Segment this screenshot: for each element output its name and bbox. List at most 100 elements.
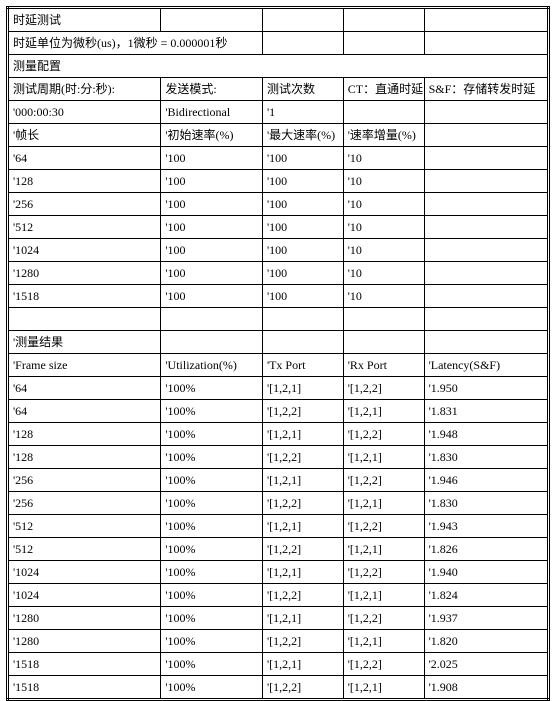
- row-blank: [8, 308, 549, 331]
- result-h-tx: 'Tx Port: [262, 354, 343, 377]
- period-label: 测试周期(时:分:秒):: [8, 78, 161, 101]
- result-rx: '[1,2,2]: [343, 469, 424, 492]
- row-result-5: '256'100%'[1,2,2]'[1,2,1]'1.830: [8, 492, 549, 515]
- result-lat: '2.025: [424, 653, 548, 676]
- result-tx: '[1,2,1]: [262, 561, 343, 584]
- result-rx: '[1,2,2]: [343, 607, 424, 630]
- result-lat: '1.826: [424, 538, 548, 561]
- rate-max: '100: [262, 239, 343, 262]
- result-rx: '[1,2,1]: [343, 400, 424, 423]
- empty-cell: [424, 193, 548, 216]
- rate-max: '100: [262, 285, 343, 308]
- result-h-frame: 'Frame size: [8, 354, 161, 377]
- empty-cell: [424, 331, 548, 354]
- result-rx: '[1,2,1]: [343, 630, 424, 653]
- result-util: '100%: [161, 377, 263, 400]
- rate-h-max: '最大速率(%): [262, 124, 343, 147]
- result-h-util: 'Utilization(%): [161, 354, 263, 377]
- result-util: '100%: [161, 446, 263, 469]
- rate-framelen: '64: [8, 147, 161, 170]
- result-h-rx: 'Rx Port: [343, 354, 424, 377]
- result-frame: '128: [8, 423, 161, 446]
- result-util: '100%: [161, 584, 263, 607]
- rate-max: '100: [262, 262, 343, 285]
- result-tx: '[1,2,1]: [262, 377, 343, 400]
- result-h-lat: 'Latency(S&F): [424, 354, 548, 377]
- latency-table: 时延测试时延单位为微秒(us)，1微秒 = 0.000001秒测量配置测试周期(…: [6, 6, 550, 701]
- result-util: '100%: [161, 469, 263, 492]
- trials-value: '1: [262, 101, 343, 124]
- result-tx: '[1,2,1]: [262, 423, 343, 446]
- row-result-header: 'Frame size'Utilization(%)'Tx Port'Rx Po…: [8, 354, 549, 377]
- result-util: '100%: [161, 653, 263, 676]
- sf-label: S&F：存储转发时延: [424, 78, 548, 101]
- result-rx: '[1,2,2]: [343, 561, 424, 584]
- row-rate-5: '1280'100'100'10: [8, 262, 549, 285]
- rate-framelen: '256: [8, 193, 161, 216]
- result-util: '100%: [161, 561, 263, 584]
- result-frame: '512: [8, 515, 161, 538]
- empty-cell: [161, 308, 263, 331]
- result-lat: '1.824: [424, 584, 548, 607]
- rate-step: '10: [343, 285, 424, 308]
- row-rate-0: '64'100'100'10: [8, 147, 549, 170]
- result-frame: '64: [8, 377, 161, 400]
- result-frame: '1518: [8, 676, 161, 700]
- result-frame: '512: [8, 538, 161, 561]
- result-util: '100%: [161, 423, 263, 446]
- result-frame: '256: [8, 492, 161, 515]
- result-frame: '1024: [8, 584, 161, 607]
- result-tx: '[1,2,2]: [262, 492, 343, 515]
- row-rate-1: '128'100'100'10: [8, 170, 549, 193]
- send-mode-value: 'Bidirectional: [161, 101, 263, 124]
- result-section-label: '测量结果: [8, 331, 161, 354]
- empty-cell: [424, 308, 548, 331]
- result-rx: '[1,2,1]: [343, 492, 424, 515]
- rate-max: '100: [262, 216, 343, 239]
- rate-h-step: '速率增量(%): [343, 124, 424, 147]
- rate-init: '100: [161, 170, 263, 193]
- result-frame: '256: [8, 469, 161, 492]
- ct-label: CT：直通时延: [343, 78, 424, 101]
- config-section-label: 测量配置: [8, 55, 549, 78]
- result-frame: '1280: [8, 630, 161, 653]
- result-lat: '1.946: [424, 469, 548, 492]
- empty-cell: [424, 32, 548, 55]
- result-lat: '1.950: [424, 377, 548, 400]
- result-lat: '1.948: [424, 423, 548, 446]
- empty-cell: [424, 285, 548, 308]
- result-util: '100%: [161, 492, 263, 515]
- row-rate-4: '1024'100'100'10: [8, 239, 549, 262]
- row-result-1: '64'100%'[1,2,2]'[1,2,1]'1.831: [8, 400, 549, 423]
- empty-cell: [343, 101, 424, 124]
- result-util: '100%: [161, 676, 263, 700]
- empty-cell: [424, 101, 548, 124]
- trials-label: 测试次数: [262, 78, 343, 101]
- send-mode-label: 发送模式:: [161, 78, 263, 101]
- empty-cell: [424, 216, 548, 239]
- result-frame: '64: [8, 400, 161, 423]
- row-result-label: '测量结果: [8, 331, 549, 354]
- row-result-10: '1280'100%'[1,2,1]'[1,2,2]'1.937: [8, 607, 549, 630]
- empty-cell: [424, 8, 548, 32]
- row-rate-header: '帧长'初始速率(%)'最大速率(%)'速率增量(%): [8, 124, 549, 147]
- result-rx: '[1,2,1]: [343, 584, 424, 607]
- empty-cell: [262, 32, 343, 55]
- result-util: '100%: [161, 607, 263, 630]
- result-tx: '[1,2,2]: [262, 400, 343, 423]
- rate-framelen: '128: [8, 170, 161, 193]
- rate-init: '100: [161, 216, 263, 239]
- rate-framelen: '512: [8, 216, 161, 239]
- result-util: '100%: [161, 400, 263, 423]
- empty-cell: [343, 32, 424, 55]
- result-util: '100%: [161, 515, 263, 538]
- result-tx: '[1,2,2]: [262, 538, 343, 561]
- row-result-6: '512'100%'[1,2,1]'[1,2,2]'1.943: [8, 515, 549, 538]
- row-rate-3: '512'100'100'10: [8, 216, 549, 239]
- rate-step: '10: [343, 216, 424, 239]
- result-rx: '[1,2,2]: [343, 515, 424, 538]
- empty-cell: [262, 308, 343, 331]
- rate-init: '100: [161, 262, 263, 285]
- result-tx: '[1,2,1]: [262, 607, 343, 630]
- row-config-headers: 测试周期(时:分:秒):发送模式:测试次数CT：直通时延S&F：存储转发时延: [8, 78, 549, 101]
